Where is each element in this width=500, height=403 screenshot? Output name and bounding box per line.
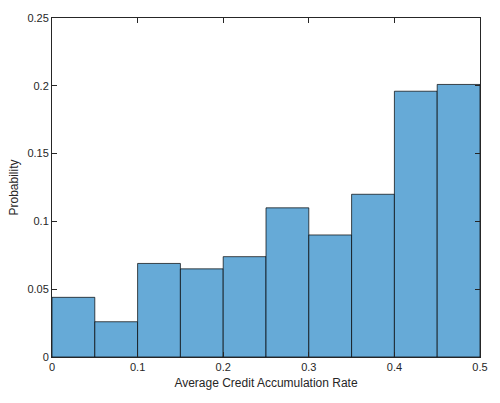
svg-text:0.1: 0.1 <box>34 215 49 227</box>
svg-text:0.15: 0.15 <box>27 147 48 159</box>
svg-text:0.5: 0.5 <box>472 361 487 373</box>
svg-text:0.3: 0.3 <box>301 361 316 373</box>
svg-text:0.25: 0.25 <box>27 12 48 24</box>
svg-text:0.4: 0.4 <box>387 361 402 373</box>
svg-text:0.2: 0.2 <box>216 361 231 373</box>
svg-text:0: 0 <box>43 351 49 363</box>
svg-text:0.2: 0.2 <box>34 80 49 92</box>
svg-text:Average Credit Accumulation Ra: Average Credit Accumulation Rate <box>174 376 358 390</box>
svg-text:0.05: 0.05 <box>27 283 48 295</box>
svg-text:0.1: 0.1 <box>130 361 145 373</box>
svg-text:Probability: Probability <box>7 159 21 215</box>
svg-text:0: 0 <box>49 361 55 373</box>
